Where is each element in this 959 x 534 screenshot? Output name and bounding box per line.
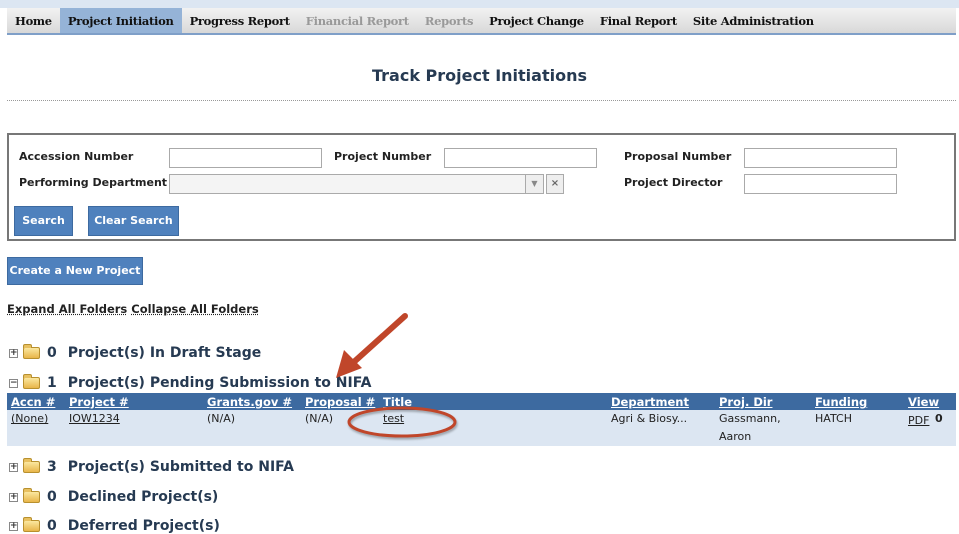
- folder-label: Project(s) Submitted to NIFA: [67, 459, 294, 475]
- folder-count: 0: [47, 345, 57, 361]
- director-input[interactable]: [744, 174, 897, 194]
- folder-links: Expand All Folders Collapse All Folders: [7, 302, 259, 316]
- col-title[interactable]: Title: [383, 395, 413, 409]
- folder-count: 0: [47, 518, 57, 534]
- folder-pending[interactable]: − 1 Project(s) Pending Submission to NIFA: [9, 374, 372, 391]
- nav-progress-report[interactable]: Progress Report: [189, 14, 291, 28]
- top-band: [0, 0, 959, 8]
- folder-label: Project(s) Pending Submission to NIFA: [67, 375, 372, 391]
- main-nav: Home Project Initiation Progress Report …: [7, 8, 956, 35]
- col-funding[interactable]: Funding: [815, 395, 868, 409]
- nav-financial-report: Financial Report: [305, 14, 409, 28]
- accn-link[interactable]: (None): [11, 412, 49, 425]
- folder-deferred[interactable]: + 0 Deferred Project(s): [9, 517, 220, 534]
- proj-dir-last: Gassmann,: [719, 412, 781, 425]
- col-grants[interactable]: Grants.gov #: [207, 395, 293, 409]
- attachment-icon[interactable]: 𝟬: [935, 412, 943, 425]
- folder-declined[interactable]: + 0 Declined Project(s): [9, 488, 219, 505]
- proposal-value: (N/A): [305, 412, 334, 425]
- nav-home[interactable]: Home: [15, 14, 52, 28]
- folder-icon: [23, 517, 40, 532]
- expand-icon[interactable]: +: [9, 520, 18, 531]
- col-proj-dir[interactable]: Proj. Dir: [719, 395, 773, 409]
- folder-label: Declined Project(s): [67, 489, 219, 505]
- folder-label: Deferred Project(s): [67, 518, 220, 534]
- divider: [7, 100, 956, 101]
- dropdown-arrow-icon[interactable]: ▼: [525, 174, 544, 194]
- title-link[interactable]: test: [383, 412, 405, 425]
- accession-label: Accession Number: [19, 150, 134, 163]
- accession-input[interactable]: [169, 148, 322, 168]
- project-number-input[interactable]: [444, 148, 597, 168]
- expand-all-link[interactable]: Expand All Folders: [7, 302, 128, 316]
- nav-reports: Reports: [424, 14, 474, 28]
- folder-icon: [23, 458, 40, 473]
- nav-site-administration[interactable]: Site Administration: [692, 14, 814, 28]
- department-label: Performing Department: [19, 176, 168, 189]
- col-project[interactable]: Project #: [69, 395, 129, 409]
- folder-submitted[interactable]: + 3 Project(s) Submitted to NIFA: [9, 458, 294, 475]
- funding-value: HATCH: [815, 412, 852, 425]
- folder-count: 0: [47, 489, 57, 505]
- table-row: (None) IOW1234 (N/A) (N/A) test Agri & B…: [7, 410, 956, 446]
- expand-icon[interactable]: +: [9, 491, 18, 502]
- collapse-all-link[interactable]: Collapse All Folders: [131, 302, 259, 316]
- collapse-icon[interactable]: −: [9, 377, 18, 388]
- folder-icon: [23, 344, 40, 359]
- folder-label: Project(s) In Draft Stage: [67, 345, 262, 361]
- col-view[interactable]: View: [908, 395, 940, 409]
- project-number-label: Project Number: [334, 150, 432, 163]
- clear-icon[interactable]: ×: [546, 174, 564, 194]
- page-title: Track Project Initiations: [372, 66, 587, 85]
- create-project-button[interactable]: Create a New Project: [7, 257, 143, 285]
- project-link[interactable]: IOW1234: [69, 412, 120, 425]
- search-button[interactable]: Search: [14, 206, 73, 236]
- nav-project-change[interactable]: Project Change: [489, 14, 584, 28]
- col-proposal[interactable]: Proposal #: [305, 395, 376, 409]
- folder-count: 1: [47, 375, 57, 391]
- pdf-link[interactable]: PDF: [908, 414, 930, 427]
- director-label: Project Director: [624, 176, 723, 189]
- folder-icon: [23, 374, 40, 389]
- nav-project-initiation[interactable]: Project Initiation: [59, 8, 182, 33]
- annotation-arrow-icon: [336, 313, 408, 378]
- nav-final-report[interactable]: Final Report: [599, 14, 677, 28]
- folder-icon: [23, 488, 40, 503]
- col-accn[interactable]: Accn #: [11, 395, 56, 409]
- expand-icon[interactable]: +: [9, 347, 18, 358]
- proposal-number-input[interactable]: [744, 148, 897, 168]
- folder-count: 3: [47, 459, 57, 475]
- folder-draft[interactable]: + 0 Project(s) In Draft Stage: [9, 344, 262, 361]
- clear-search-button[interactable]: Clear Search: [88, 206, 179, 236]
- search-panel: Accession Number Project Number Proposal…: [7, 133, 956, 241]
- table-header: Accn # Project # Grants.gov # Proposal #…: [7, 393, 956, 410]
- col-department[interactable]: Department: [611, 395, 689, 409]
- department-select[interactable]: [169, 174, 526, 194]
- expand-icon[interactable]: +: [9, 461, 18, 472]
- grants-value: (N/A): [207, 412, 236, 425]
- department-value: Agri & Biosy...: [611, 412, 688, 425]
- proposal-number-label: Proposal Number: [624, 150, 732, 163]
- proj-dir-first: Aaron: [719, 430, 752, 443]
